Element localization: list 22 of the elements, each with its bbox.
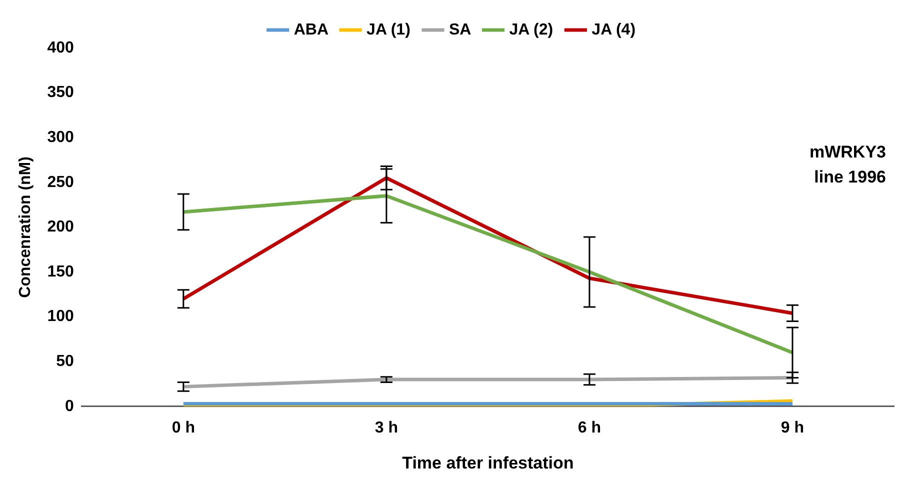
legend-label: JA (1) [366,21,410,38]
annotation: line 1996 [814,168,886,187]
annotation: mWRKY3 [809,142,886,162]
y-tick-label: 350 [47,84,74,102]
y-tick-label: 100 [47,308,74,326]
x-tick-label: 9 h [780,419,804,436]
y-tick-label: 200 [47,218,74,236]
x-tick-label: 3 h [374,419,398,436]
x-axis-title: Time after infestation [402,453,574,472]
y-tick-label: 400 [47,39,74,56]
y-axis-title: Concenration (nM) [17,156,34,298]
legend-label: ABA [294,21,329,38]
x-tick-label: 6 h [578,419,602,436]
y-tick-label: 0 [64,398,74,415]
legend-label: JA (4) [592,21,636,38]
legend-label: JA (2) [509,21,554,38]
x-tick-label: 0 h [172,419,195,436]
legend-label: SA [448,21,472,38]
y-tick-label: 150 [47,263,74,280]
y-tick-label: 300 [47,129,74,146]
y-tick-label: 50 [56,353,74,370]
y-tick-label: 250 [47,174,74,191]
